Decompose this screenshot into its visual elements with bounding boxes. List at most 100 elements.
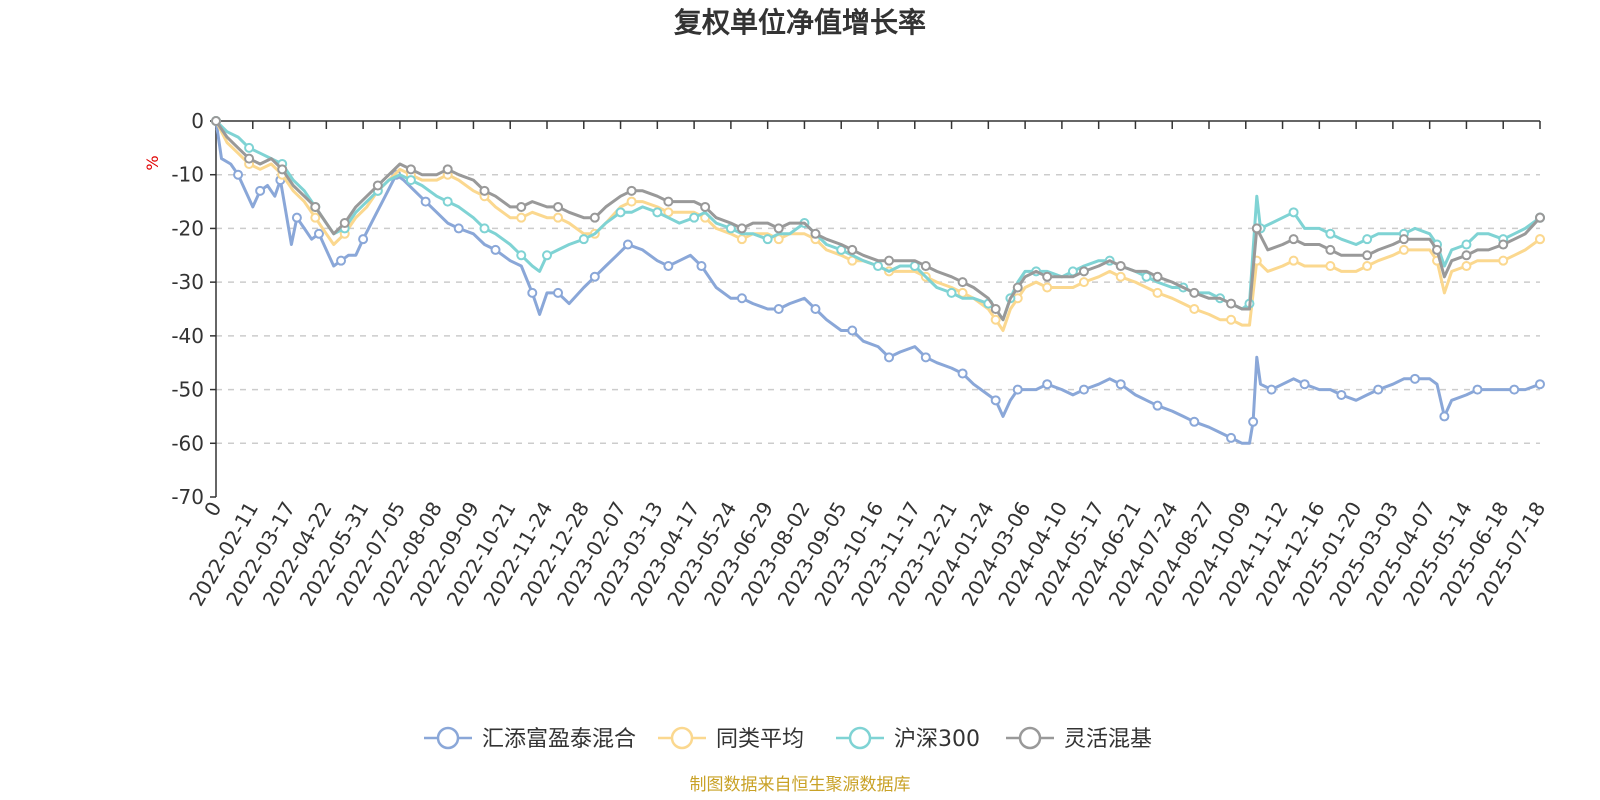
series-point — [1362, 250, 1373, 261]
series-point — [255, 185, 266, 196]
series-point — [773, 223, 784, 234]
series-line — [214, 120, 1541, 332]
series-point — [1189, 287, 1200, 298]
series-point — [1226, 432, 1237, 443]
series-point — [578, 234, 589, 245]
series-point — [700, 201, 711, 212]
y-tick-label: -30 — [171, 270, 204, 294]
series-point — [1042, 271, 1053, 282]
series-point — [689, 212, 700, 223]
series-3 — [211, 116, 1545, 322]
series-point — [1461, 250, 1472, 261]
series-point — [652, 207, 663, 218]
series-line — [214, 120, 1542, 322]
legend-item[interactable]: 沪深300 — [836, 726, 980, 752]
series-point — [1152, 271, 1163, 282]
y-tick-label: -60 — [171, 431, 204, 455]
series-point — [884, 352, 895, 363]
series-1 — [211, 116, 1545, 332]
series-point — [211, 116, 221, 126]
series-point — [310, 212, 321, 223]
series-point — [1152, 400, 1163, 411]
series-point — [1078, 277, 1089, 288]
grid-lines — [216, 173, 1540, 445]
series-point — [736, 293, 747, 304]
x-axis-ticks: 02022-02-112022-03-172022-04-222022-05-3… — [184, 121, 1550, 610]
series-point — [1251, 223, 1262, 234]
series-point — [1012, 384, 1023, 395]
series-point — [453, 223, 464, 234]
legend-marker — [1018, 726, 1042, 750]
series-point — [1439, 411, 1450, 422]
series-point — [1325, 261, 1336, 272]
series-point — [516, 212, 527, 223]
legend-item[interactable]: 汇添富盈泰混合 — [424, 726, 636, 752]
series-point — [626, 185, 637, 196]
series-point — [1152, 287, 1163, 298]
series-point — [244, 153, 255, 164]
series-point — [516, 250, 527, 261]
legend-item[interactable]: 同类平均 — [658, 726, 804, 752]
series-point — [516, 201, 527, 212]
series-point — [847, 244, 858, 255]
y-tick-label: -70 — [171, 485, 204, 509]
series-point — [1248, 416, 1259, 427]
series-point — [1535, 234, 1545, 245]
series-point — [1288, 255, 1299, 266]
series-point — [1288, 234, 1299, 245]
series-point — [920, 261, 931, 272]
series-point — [310, 201, 321, 212]
series-point — [1115, 271, 1126, 282]
series-point — [244, 142, 255, 153]
series-point — [1325, 228, 1336, 239]
series-point — [490, 244, 501, 255]
series-point — [291, 212, 302, 223]
series-point — [553, 287, 564, 298]
series-point — [1115, 379, 1126, 390]
series-point — [1461, 239, 1472, 250]
legend-label: 灵活混基 — [1064, 727, 1152, 752]
series-point — [920, 352, 931, 363]
series-point — [1398, 244, 1409, 255]
series-point — [957, 277, 968, 288]
series-point — [313, 228, 324, 239]
series-point — [1472, 384, 1483, 395]
series-point — [1299, 379, 1310, 390]
series-point — [810, 228, 821, 239]
y-tick-label: 0 — [191, 109, 204, 133]
series-point — [810, 304, 821, 314]
series-point — [736, 223, 747, 234]
series-point — [1362, 261, 1373, 272]
legend-label: 沪深300 — [894, 727, 980, 752]
series-point — [1189, 416, 1200, 427]
series-point — [762, 234, 773, 245]
series-point — [1498, 255, 1509, 266]
legend-marker — [848, 726, 872, 750]
series-point — [1362, 234, 1373, 245]
series-point — [1189, 304, 1200, 314]
chart-title: 复权单位净值增长率 — [674, 6, 926, 39]
series-point — [884, 255, 895, 266]
series-point — [1535, 212, 1545, 223]
series-point — [736, 234, 747, 245]
series-point — [479, 185, 490, 196]
series-point — [358, 234, 369, 245]
series-point — [442, 196, 453, 207]
series-point — [1042, 282, 1053, 293]
series-point — [527, 287, 538, 298]
series-point — [990, 304, 1001, 314]
series-point — [696, 261, 707, 272]
y-axis-unit-label: % — [143, 155, 162, 170]
series-point — [663, 261, 674, 272]
series-point — [542, 250, 552, 261]
series-point — [663, 196, 674, 207]
series-point — [773, 304, 784, 314]
series-point — [553, 212, 564, 223]
legend-label: 同类平均 — [716, 727, 804, 752]
series-2 — [211, 116, 1545, 322]
legend: 汇添富盈泰混合 同类平均 沪深300 灵活混基 — [424, 726, 1152, 752]
legend-item[interactable]: 灵活混基 — [1006, 726, 1152, 752]
x-tick-label: 0 — [199, 498, 226, 521]
series-point — [589, 271, 600, 282]
y-tick-label: -40 — [171, 324, 204, 348]
